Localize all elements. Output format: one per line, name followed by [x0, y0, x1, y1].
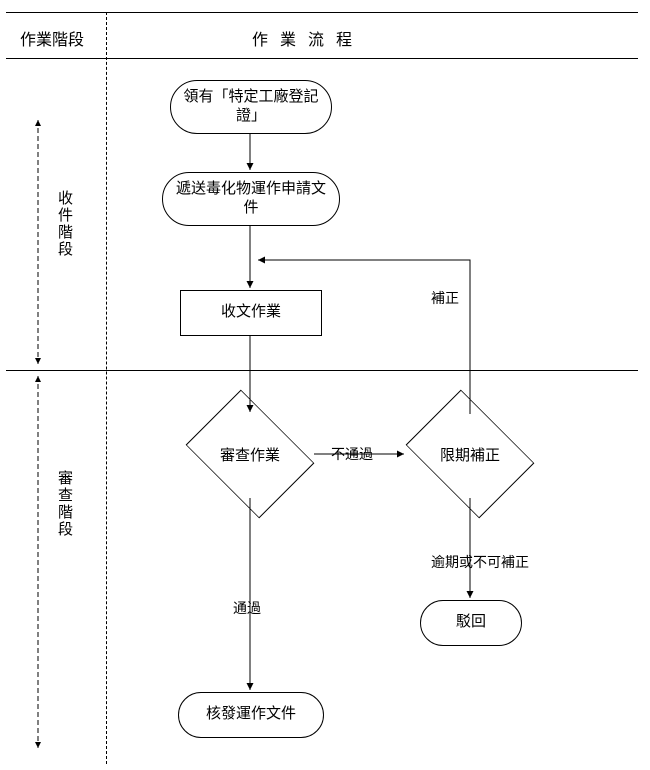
phase-split-line: [6, 370, 638, 371]
column-divider: [106, 12, 107, 764]
node-issue-docs-label: 核發運作文件: [179, 693, 323, 737]
phase1-label: 收件階段: [54, 190, 75, 258]
node-certificate: 領有「特定工廠登記證」: [170, 80, 332, 134]
header-col2: 作 業 流 程: [252, 26, 356, 50]
edge-label-correct: 補正: [430, 288, 460, 308]
edge-label-overdue: 逾期或不可補正: [430, 552, 530, 572]
node-reject: 駁回: [420, 600, 522, 646]
edge-label-pass: 通過: [232, 598, 262, 618]
node-receive-label: 收文作業: [181, 291, 321, 335]
header-line-top: [6, 12, 638, 13]
node-review-label: 審查作業: [198, 402, 302, 506]
node-submit-docs-label: 遞送毒化物運作申請文件: [163, 173, 339, 225]
node-issue-docs: 核發運作文件: [178, 692, 324, 738]
header-col1: 作業階段: [20, 26, 84, 50]
node-deadline-correction-label: 限期補正: [418, 402, 522, 506]
edge-label-fail: 不通過: [330, 444, 374, 464]
node-submit-docs: 遞送毒化物運作申請文件: [162, 172, 340, 226]
node-reject-label: 駁回: [421, 601, 521, 645]
node-review: 審查作業: [198, 402, 302, 506]
phase2-label: 審查階段: [54, 470, 75, 538]
header-line-bottom: [6, 58, 638, 59]
flowchart-canvas: 作業階段 作 業 流 程 收件階段 審查階段 領有「特定工廠登記證」 遞送毒化物…: [0, 0, 650, 770]
node-deadline-correction: 限期補正: [418, 402, 522, 506]
node-certificate-label: 領有「特定工廠登記證」: [171, 81, 331, 133]
node-receive: 收文作業: [180, 290, 322, 336]
